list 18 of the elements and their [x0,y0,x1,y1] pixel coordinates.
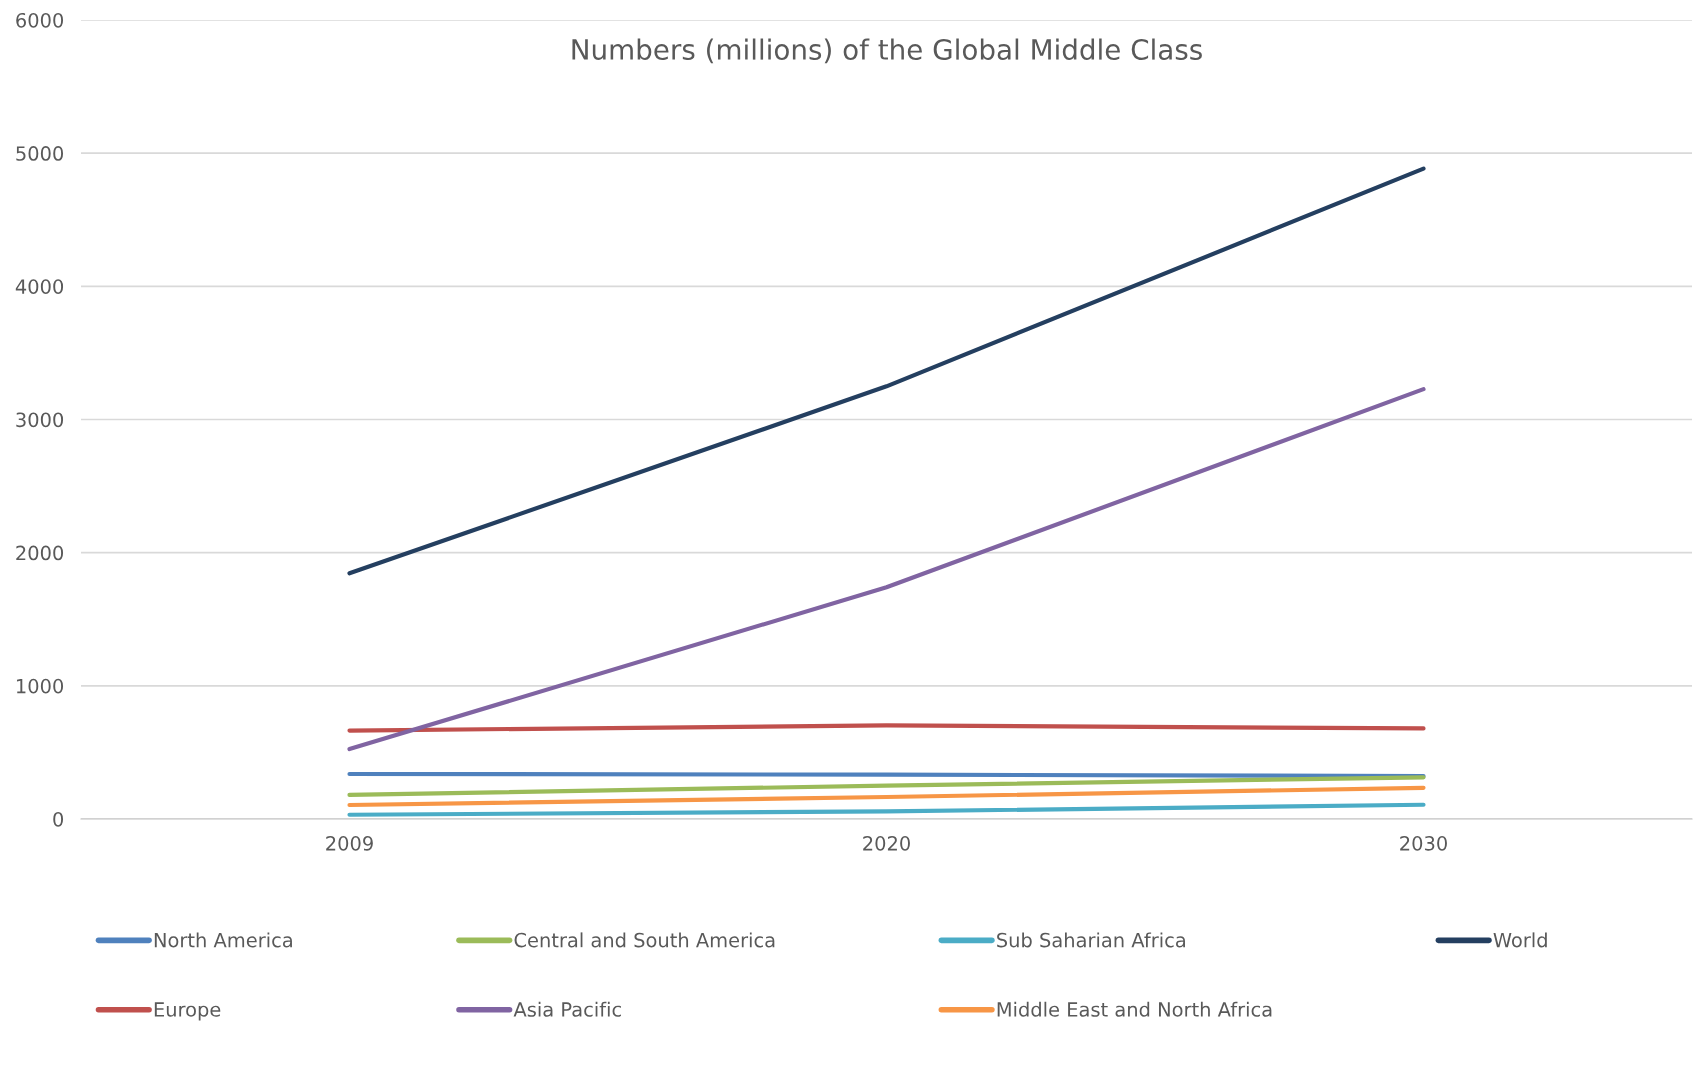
y-tick-label: 3000 [16,412,64,428]
legend-label: World [1493,932,1547,948]
legend-label: Sub Saharian Africa [997,932,1185,948]
y-tick-label: 4000 [15,279,64,294]
y-tick-label: 6000 [16,12,64,28]
legend-label: Middle East and North Africa [997,1001,1272,1017]
y-tick-label: 2000 [16,545,64,561]
legend-label: North America [154,932,292,948]
legend-label: Asia Pacific [513,1001,621,1017]
y-tick-label: 0 [53,811,64,827]
x-tick-label: 2020 [863,836,910,851]
legend-label: Central and South America [514,932,775,948]
y-tick-label: 1000 [16,678,64,694]
text: Numbers (millions) of the Global Middle Class [572,38,1202,64]
x-tick-label: 2009 [326,836,373,851]
legend-label: Europe [154,1002,221,1021]
x-tick-label: 2030 [1400,836,1447,851]
y-tick-label: 5000 [16,146,64,161]
